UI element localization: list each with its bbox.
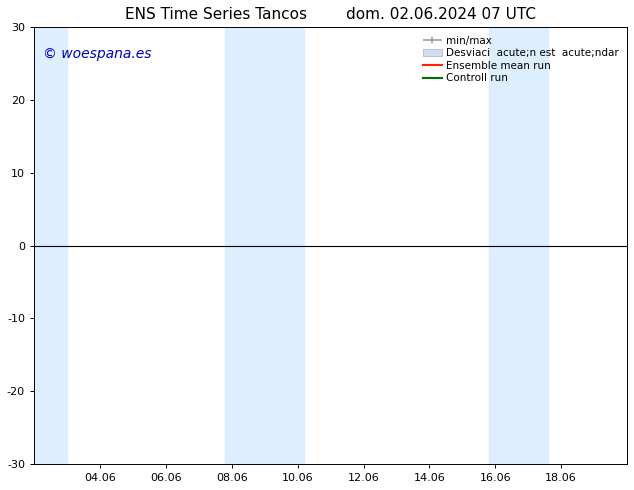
Bar xyxy=(34,27,67,464)
Legend: min/max, Desviaci  acute;n est  acute;ndar, Ensemble mean run, Controll run: min/max, Desviaci acute;n est acute;ndar… xyxy=(420,32,622,87)
Bar xyxy=(225,27,304,464)
Text: © woespana.es: © woespana.es xyxy=(43,47,152,61)
Title: ENS Time Series Tancos        dom. 02.06.2024 07 UTC: ENS Time Series Tancos dom. 02.06.2024 0… xyxy=(125,7,536,22)
Bar xyxy=(489,27,548,464)
